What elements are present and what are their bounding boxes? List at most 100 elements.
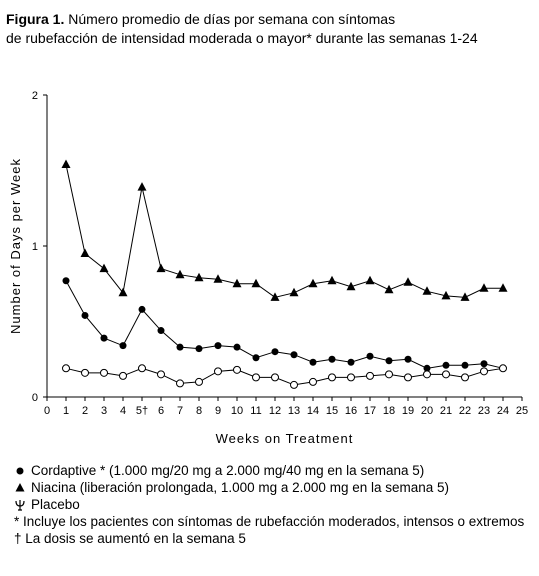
- marker: [346, 281, 356, 291]
- x-tick-label: 23: [478, 405, 490, 417]
- marker: [308, 278, 318, 288]
- marker: [366, 371, 374, 380]
- marker: [461, 361, 469, 369]
- x-tick-label: 7: [177, 405, 183, 417]
- legend-label: Cordaptive * (1.000 mg/20 mg a 2.000 mg/…: [31, 463, 425, 478]
- marker: [365, 275, 375, 285]
- marker: [16, 467, 24, 475]
- marker: [480, 367, 488, 376]
- marker: [404, 355, 412, 363]
- marker: [119, 342, 127, 350]
- x-tick-label: 6: [158, 405, 164, 417]
- marker: [442, 361, 450, 369]
- marker: [384, 284, 394, 294]
- x-tick-label: 8: [196, 405, 202, 417]
- marker: [290, 380, 298, 389]
- y-tick-label: 0: [32, 392, 38, 404]
- marker: [195, 377, 203, 386]
- x-tick-label: 11: [250, 405, 261, 417]
- marker: [214, 342, 222, 350]
- legend-label: Niacina (liberación prolongada, 1.000 mg…: [31, 480, 450, 495]
- marker: [309, 377, 317, 386]
- marker: [62, 364, 70, 373]
- marker: [233, 343, 241, 351]
- marker: [403, 277, 413, 286]
- marker: [441, 290, 451, 300]
- footnote: † La dosis se aumentó en la semana 5: [14, 531, 246, 546]
- x-tick-label: 4: [120, 405, 126, 417]
- marker: [138, 364, 146, 373]
- marker: [480, 360, 488, 368]
- marker: [251, 278, 261, 288]
- legend-symbol: [16, 467, 24, 475]
- marker: [176, 379, 184, 388]
- marker: [271, 348, 279, 356]
- marker: [80, 248, 90, 258]
- legend-entry: Niacina (liberación prolongada, 1.000 mg…: [14, 479, 529, 496]
- marker: [366, 352, 374, 360]
- marker: [328, 373, 336, 382]
- x-tick-label: 3: [101, 405, 107, 417]
- x-tick-label: 0: [44, 405, 50, 417]
- marker: [270, 292, 280, 301]
- x-tick-label: 17: [364, 405, 376, 417]
- marker: [290, 351, 298, 359]
- title: Número promedio de días por semana con s…: [68, 11, 396, 27]
- marker: [194, 272, 204, 282]
- marker: [385, 370, 393, 379]
- marker: [156, 263, 166, 273]
- marker: [61, 159, 71, 168]
- marker: [214, 367, 222, 376]
- x-tick-label: 12: [269, 405, 281, 417]
- marker: [232, 278, 242, 288]
- marker: [385, 357, 393, 365]
- marker: [81, 368, 89, 377]
- marker: [100, 334, 108, 342]
- title-block: Figura 1. Número promedio de días por se…: [6, 10, 478, 48]
- marker: [289, 287, 299, 297]
- marker: [137, 182, 147, 191]
- legend-label: Placebo: [31, 497, 80, 512]
- series-line: [65, 367, 504, 386]
- marker: [118, 287, 128, 297]
- marker: [327, 275, 337, 285]
- marker: [99, 263, 109, 273]
- footnote: * Incluye los pacientes con síntomas de …: [14, 514, 525, 529]
- legend-glyph: [15, 500, 25, 511]
- marker: [423, 364, 431, 372]
- marker: [81, 311, 89, 319]
- marker: [498, 283, 508, 292]
- marker: [175, 269, 185, 279]
- title-line: de rubefacción de intensidad moderada o …: [6, 30, 478, 46]
- legend: Cordaptive * (1.000 mg/20 mg a 2.000 mg/…: [14, 462, 529, 547]
- x-axis-label: Weeks on Treatment: [216, 431, 354, 446]
- marker: [271, 373, 279, 382]
- marker: [15, 483, 25, 492]
- marker: [138, 305, 146, 313]
- title-line: Figura 1. Número promedio de días por se…: [6, 10, 478, 29]
- x-tick-label: 20: [421, 405, 433, 417]
- marker: [479, 283, 489, 292]
- marker: [157, 370, 165, 379]
- x-tick-label: 9: [215, 405, 221, 417]
- y-tick-label: 2: [32, 90, 38, 102]
- y-tick-label: 1: [32, 241, 38, 253]
- marker: [195, 345, 203, 353]
- marker: [157, 327, 165, 335]
- x-tick-label: 1: [63, 405, 69, 417]
- x-tick-label: 18: [383, 405, 395, 417]
- x-tick-label: 16: [345, 405, 357, 417]
- marker: [309, 358, 317, 366]
- marker: [328, 355, 336, 363]
- legend-symbol: [15, 483, 25, 492]
- marker: [460, 292, 470, 301]
- marker: [176, 343, 184, 351]
- x-tick-label: 13: [288, 405, 300, 417]
- marker: [461, 373, 469, 382]
- x-tick-label: 2: [82, 405, 88, 417]
- marker: [252, 373, 260, 382]
- marker: [442, 370, 450, 379]
- x-tick-label: 19: [402, 405, 414, 417]
